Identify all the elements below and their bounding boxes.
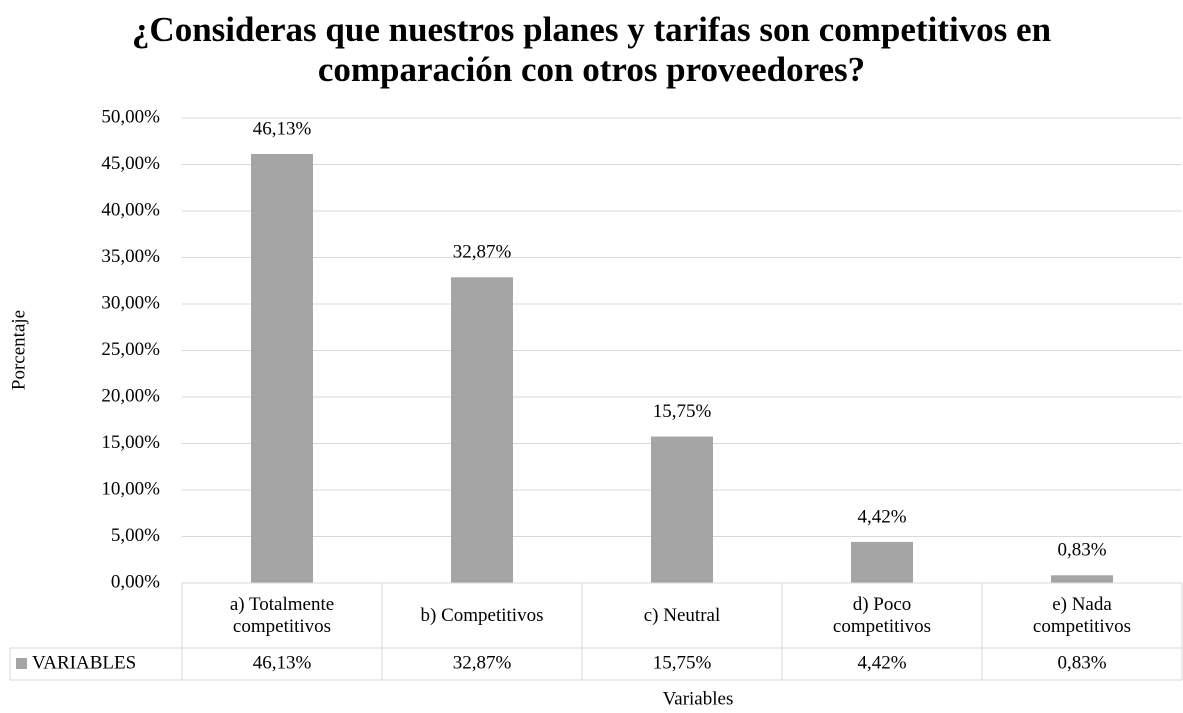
y-tick-label: 40,00%: [101, 199, 160, 220]
data-label: 15,75%: [653, 401, 712, 422]
x-axis-label: Variables: [663, 688, 734, 709]
x-tick-label: e) Nada competitivos: [1032, 593, 1132, 637]
x-tick-label: a) Totalmente competitivos: [229, 593, 335, 637]
table-value: 4,42%: [857, 652, 906, 673]
x-tick-label: c) Neutral: [643, 604, 721, 626]
x-tick-label: b) Competitivos: [420, 604, 544, 626]
table-value: 15,75%: [653, 652, 712, 673]
bar: [1051, 575, 1113, 583]
bar: [851, 541, 913, 583]
data-label: 46,13%: [253, 118, 312, 139]
bar: [451, 277, 513, 583]
data-label: 4,42%: [857, 506, 906, 527]
y-tick-label: 5,00%: [111, 525, 160, 546]
table-value: 32,87%: [453, 652, 512, 673]
bar: [651, 436, 713, 583]
y-tick-label: 50,00%: [101, 106, 160, 127]
table-value: 0,83%: [1057, 652, 1106, 673]
y-axis-label: Porcentaje: [8, 310, 29, 390]
y-tick-label: 10,00%: [101, 478, 160, 499]
x-tick-label: d) Poco competitivos: [832, 593, 932, 637]
y-tick-label: 25,00%: [101, 339, 160, 360]
chart-title: ¿Consideras que nuestros planes y tarifa…: [131, 10, 1052, 89]
y-tick-label: 20,00%: [101, 385, 160, 406]
legend-label: VARIABLES: [32, 652, 136, 673]
bar: [251, 153, 313, 583]
y-tick-label: 15,00%: [101, 432, 160, 453]
y-tick-label: 45,00%: [101, 153, 160, 174]
table-value: 46,13%: [253, 652, 312, 673]
y-tick-label: 0,00%: [111, 571, 160, 592]
y-tick-label: 35,00%: [101, 246, 160, 267]
y-tick-label: 30,00%: [101, 292, 160, 313]
data-label: 0,83%: [1057, 540, 1106, 561]
legend-key: [16, 658, 27, 669]
data-label: 32,87%: [453, 242, 512, 263]
